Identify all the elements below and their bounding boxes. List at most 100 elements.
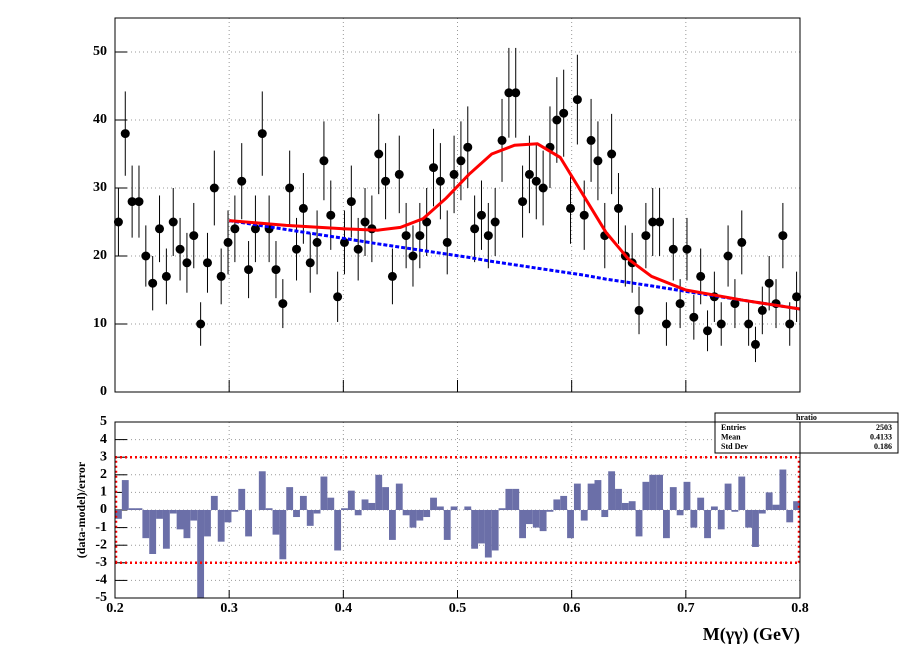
bar: [135, 508, 143, 510]
bar: [546, 510, 554, 512]
y-tick-label: 2: [100, 467, 107, 482]
data-point: [127, 197, 137, 207]
data-point: [579, 210, 589, 220]
y-tick-label: 10: [93, 316, 107, 331]
bar: [272, 510, 280, 535]
data-point: [196, 319, 206, 329]
data-point: [168, 217, 178, 227]
bar: [341, 508, 348, 510]
bar: [567, 510, 574, 539]
bar: [224, 510, 232, 523]
y-tick-label: 1: [100, 485, 107, 500]
x-tick-label: 0.3: [220, 601, 238, 616]
bar: [649, 474, 657, 510]
bar: [299, 495, 307, 510]
bar: [368, 502, 376, 510]
bar: [306, 510, 314, 526]
y-tick-label: 20: [93, 248, 107, 263]
data-point: [237, 176, 247, 186]
stats-label: Std Dev: [721, 442, 748, 451]
data-point: [703, 326, 713, 336]
data-point: [641, 231, 651, 241]
y-tick-label: 40: [93, 112, 107, 127]
bar: [265, 508, 273, 510]
data-point: [257, 129, 267, 139]
data-point: [312, 237, 322, 247]
bar: [258, 471, 266, 510]
bar: [710, 506, 718, 510]
data-point: [531, 176, 541, 186]
bar: [526, 510, 533, 525]
data-point: [750, 339, 760, 349]
data-point: [230, 224, 240, 234]
bar: [375, 474, 383, 510]
x-tick-label: 0.4: [335, 601, 353, 616]
data-point: [661, 319, 671, 329]
bar: [395, 483, 403, 510]
data-point: [360, 217, 370, 227]
data-point: [202, 258, 212, 268]
data-point: [648, 217, 658, 227]
bar: [162, 510, 170, 549]
bar: [121, 480, 129, 510]
stats-value: 2503: [876, 423, 892, 432]
data-point: [161, 271, 171, 281]
y-tick-label: -3: [95, 555, 107, 570]
bar: [663, 510, 670, 539]
data-point: [470, 224, 480, 234]
bar: [142, 510, 150, 539]
bar: [176, 510, 184, 530]
data-point: [120, 129, 130, 139]
bar: [717, 510, 725, 530]
data-point: [675, 299, 685, 309]
data-point: [298, 203, 308, 213]
bar: [512, 488, 520, 510]
data-point: [271, 265, 281, 275]
bar: [149, 510, 157, 554]
data-point: [278, 299, 288, 309]
data-point: [764, 278, 774, 288]
bar: [505, 488, 513, 510]
bar: [580, 510, 588, 521]
data-point: [655, 217, 665, 227]
bar: [423, 510, 431, 518]
data-point: [333, 292, 343, 302]
bar: [491, 510, 499, 551]
bar: [731, 510, 739, 512]
bar: [436, 506, 444, 510]
bar: [204, 510, 211, 537]
data-point: [415, 231, 425, 241]
bar: [389, 510, 396, 540]
y-tick-label: 0: [100, 384, 107, 399]
data-point: [175, 244, 185, 254]
data-point: [504, 88, 514, 98]
data-point: [394, 169, 404, 179]
bar: [471, 510, 479, 549]
data-point: [250, 224, 260, 234]
bar: [478, 510, 485, 544]
data-point: [586, 135, 596, 145]
y-tick-label: 30: [93, 180, 107, 195]
data-point: [696, 271, 706, 281]
data-point: [456, 156, 466, 166]
bar: [621, 502, 629, 510]
data-point: [757, 305, 767, 315]
bar: [217, 510, 225, 542]
bar: [615, 488, 622, 510]
bar: [601, 510, 609, 518]
bar: [758, 510, 766, 514]
bar: [690, 510, 698, 528]
data-point: [566, 203, 576, 213]
bar: [183, 510, 191, 539]
bar: [231, 510, 239, 512]
y-axis-label: (data-model)/error: [74, 461, 88, 558]
bar: [416, 510, 424, 521]
data-point: [723, 251, 733, 261]
plot-frame: [114, 421, 801, 599]
bar: [334, 510, 342, 551]
data-point: [730, 299, 740, 309]
y-tick-label: -4: [95, 573, 107, 588]
bar: [169, 510, 177, 514]
y-tick-label: 3: [100, 449, 107, 464]
data-point: [319, 156, 329, 166]
